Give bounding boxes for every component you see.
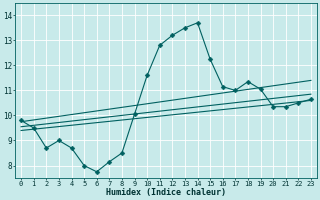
X-axis label: Humidex (Indice chaleur): Humidex (Indice chaleur) bbox=[106, 188, 226, 197]
